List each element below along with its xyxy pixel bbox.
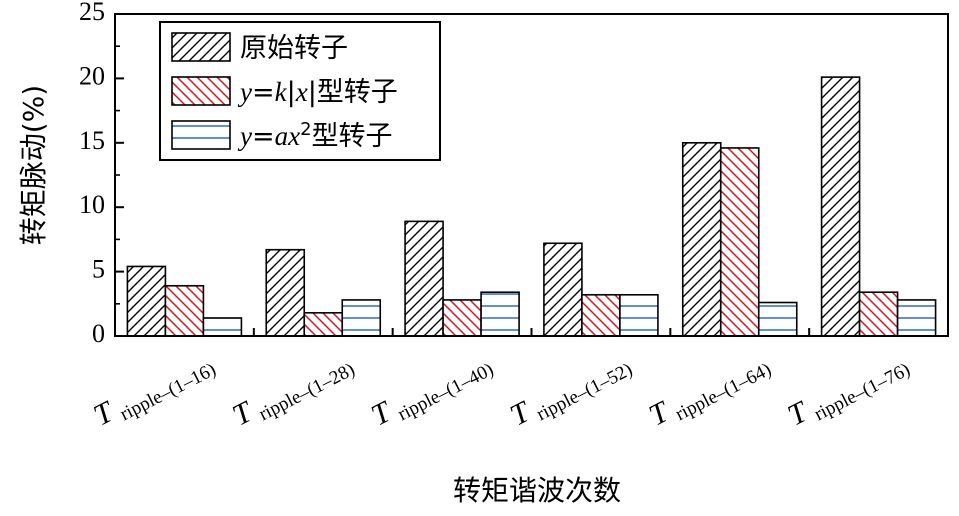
x-axis-title: 转矩谐波次数 [453,474,621,507]
bar-s1-c4 [543,242,583,337]
bar-s3-c5 [757,301,798,337]
bar-s2-c2 [303,312,344,337]
x-tick-label: T ripple–(1–16) [88,345,219,436]
y-tick-label: 15 [79,126,105,155]
x-tick-label: T ripple–(1–40) [366,345,497,436]
bar-s3-c6 [896,299,937,337]
bar-s2-c1 [164,284,205,337]
y-tick-label: 25 [79,0,105,26]
bar-s3-c2 [341,299,382,337]
x-tick-label: T ripple–(1–28) [227,345,358,436]
legend-swatch-2 [171,76,231,106]
bar-s2-c6 [858,291,899,337]
y-tick-label: 0 [92,319,105,348]
legend: 原始转子 y=k|x|型转子 y=ax2型转子 [159,21,441,161]
legend-label-3: y=ax2型转子 [237,119,393,153]
y-tick-label: 10 [79,190,105,219]
bar-s1-c3 [404,220,444,337]
x-tick-label: T ripple–(1–76) [783,345,914,436]
legend-swatch-3 [171,120,231,150]
x-axis: T ripple–(1–16) T ripple–(1–28) T ripple–(… [88,328,949,436]
y-axis-title: 转矩脉动(%) [17,85,50,245]
legend-label-1: 原始转子 [240,33,348,64]
legend-label-2: y=k|x|型转子 [237,77,398,108]
bar-s2-c3 [442,299,482,337]
legend-swatch-1 [171,32,231,62]
plot-area [114,13,949,337]
bar-s2-c5 [719,147,760,337]
bar-s3-c1 [202,317,243,337]
bar-s1-c2 [265,248,306,337]
bar-s3-c4 [619,293,659,337]
bar-s1-c1 [126,265,167,337]
bar-s1-c6 [820,76,861,337]
bar-s3-c3 [480,291,520,337]
bar-s2-c4 [581,293,621,337]
y-axis: 0 5 10 15 20 25 [79,0,124,348]
y-tick-label: 5 [92,255,105,284]
bar-s1-c5 [681,142,722,337]
x-tick-label: T ripple–(1–64) [644,345,775,436]
y-tick-label: 20 [79,61,105,90]
x-tick-label: T ripple–(1–52) [505,345,636,436]
